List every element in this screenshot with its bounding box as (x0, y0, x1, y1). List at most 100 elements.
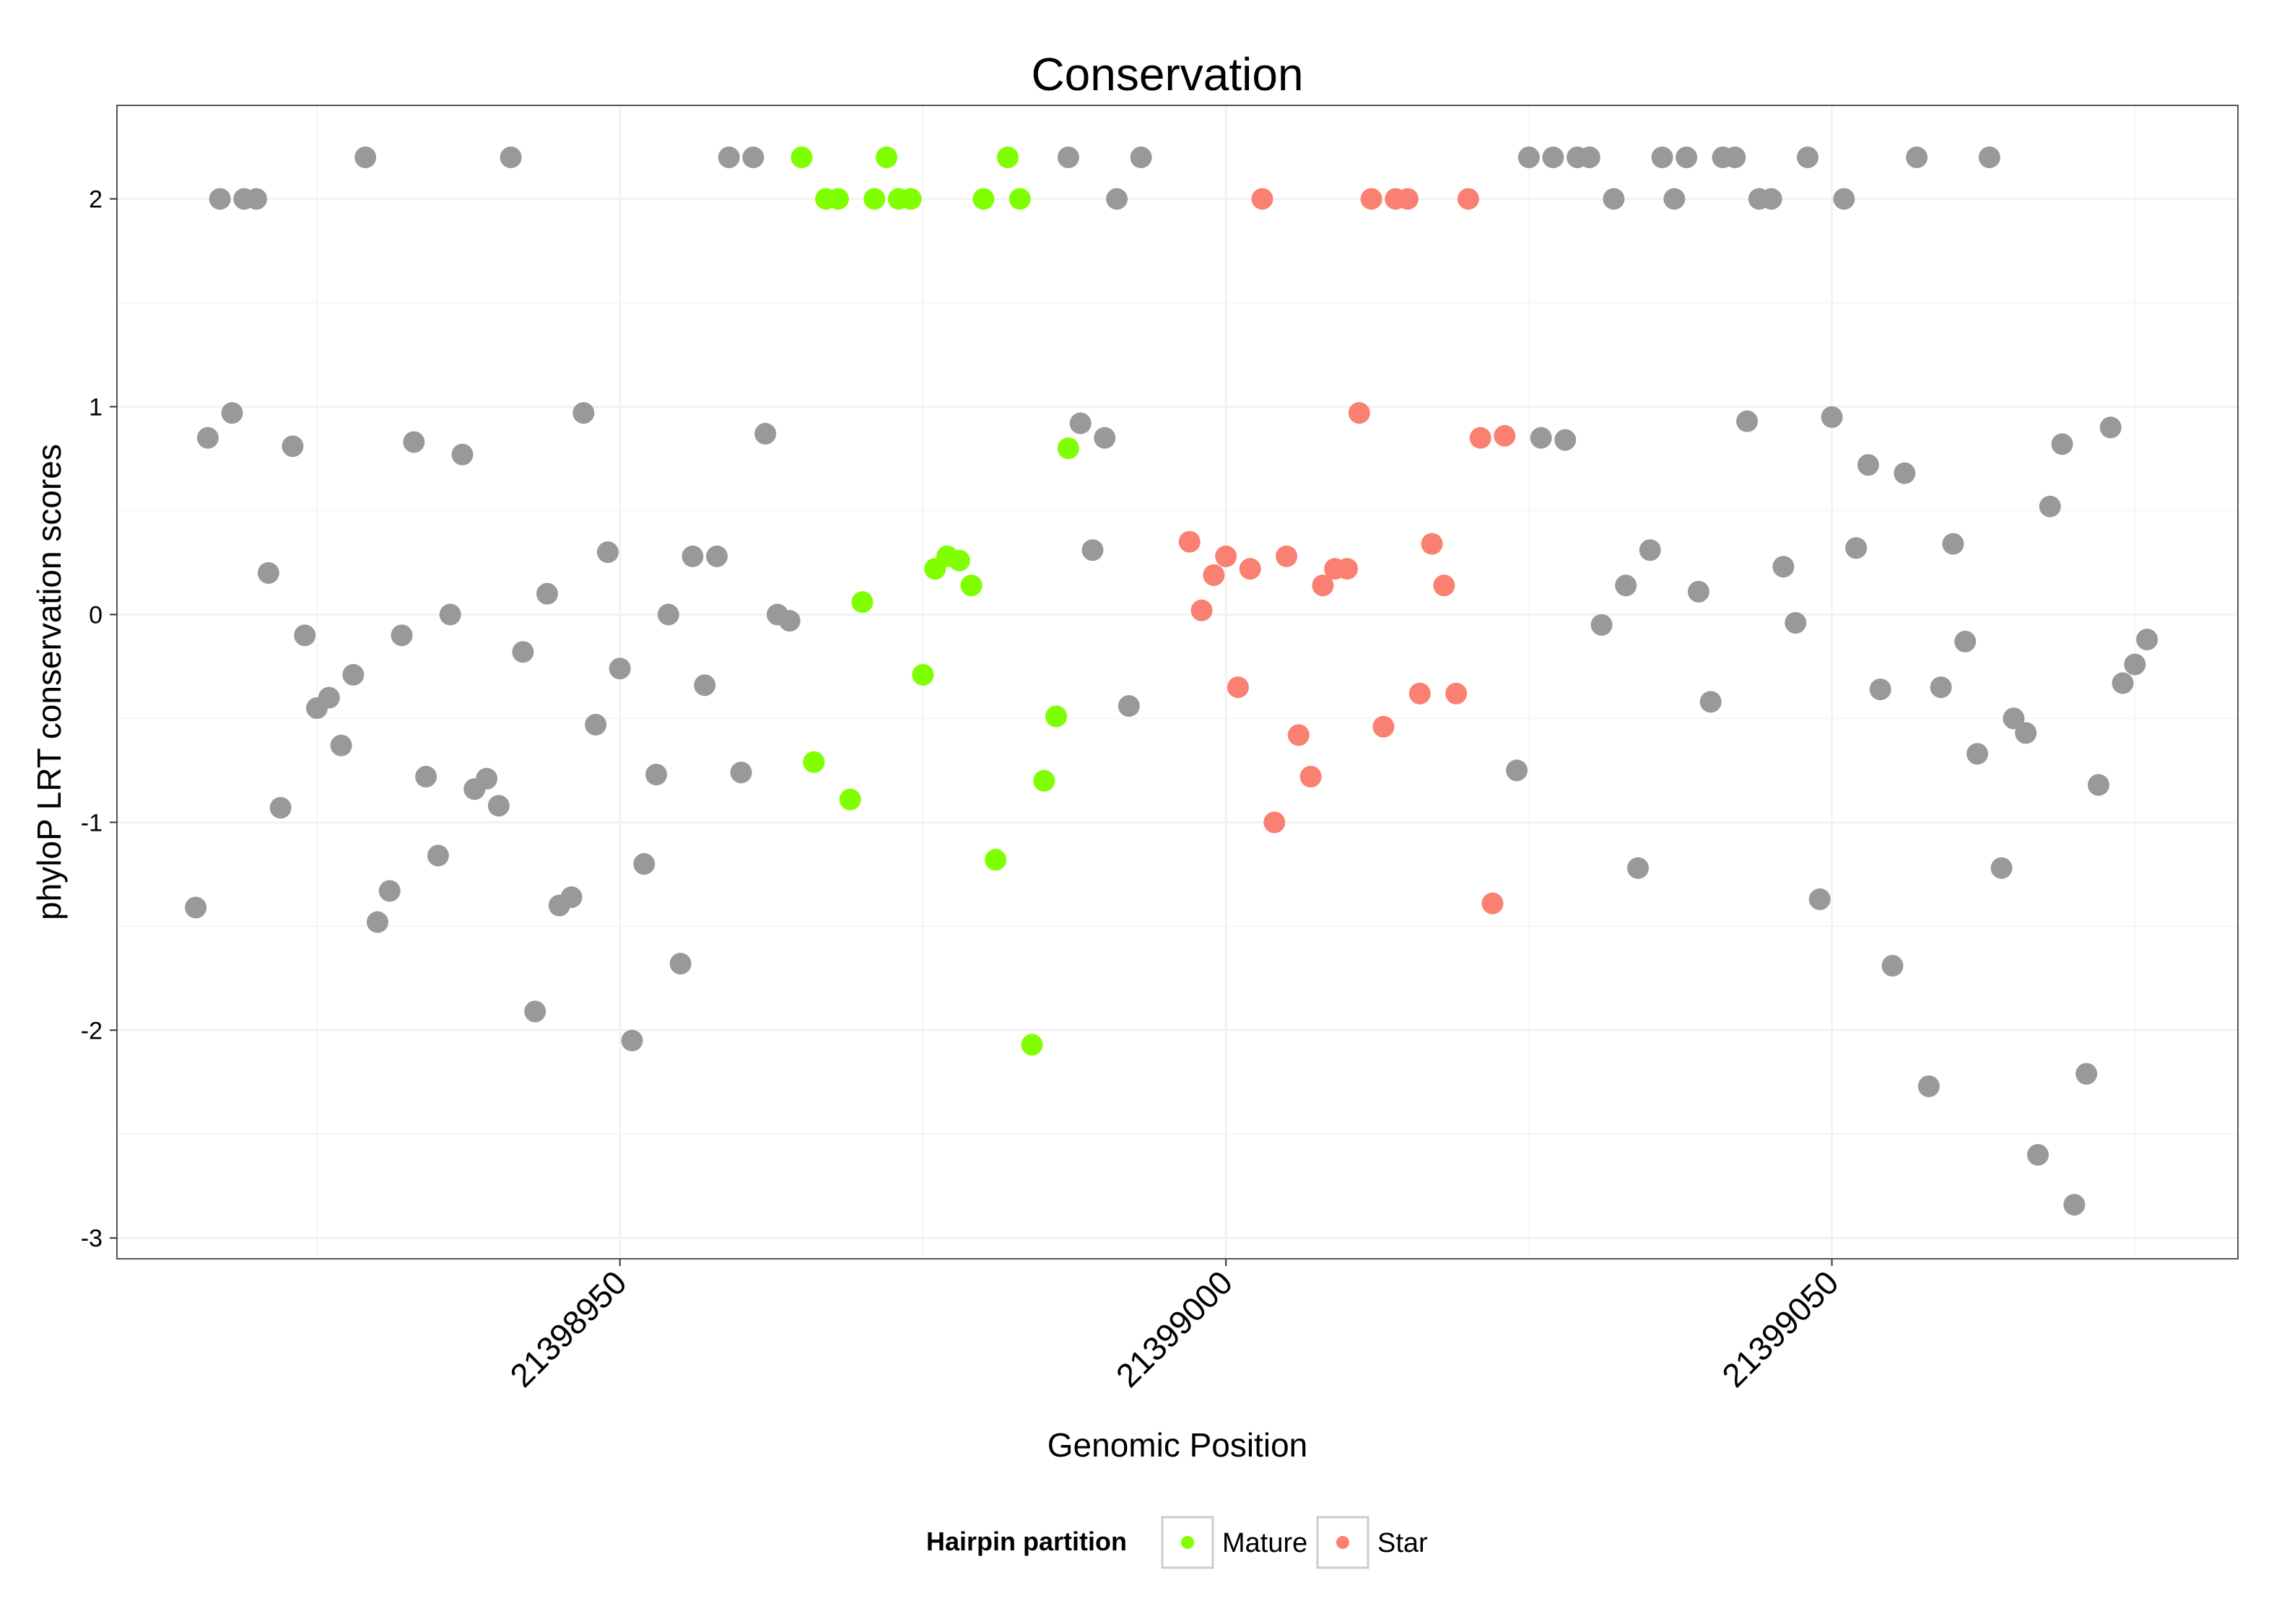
data-point-mature (876, 146, 898, 168)
legend-symbol-star (1336, 1536, 1349, 1549)
data-point-other (185, 896, 207, 919)
data-point-mature (1057, 437, 1079, 460)
data-point-other (657, 603, 679, 626)
data-point-mature (972, 188, 995, 210)
y-axis-title: phyloP LRT conservation scores (30, 444, 68, 920)
data-point-other (742, 146, 764, 168)
data-point-other (196, 427, 219, 449)
data-point-star (1227, 676, 1249, 699)
panel-border (116, 105, 2239, 1260)
y-tick-label: 2 (89, 186, 103, 214)
data-point-star (1360, 188, 1382, 210)
data-point-other (524, 1000, 546, 1023)
data-point-mature (803, 751, 825, 773)
data-points (185, 146, 2158, 1216)
data-point-mature (851, 591, 874, 614)
legend: Hairpin partition Mature Star (926, 1516, 1428, 1569)
data-point-star (1312, 575, 1334, 597)
data-point-mature (912, 663, 934, 686)
data-point-other (500, 146, 522, 168)
data-point-other (257, 562, 279, 584)
data-point-other (330, 734, 352, 756)
data-point-other (718, 146, 740, 168)
data-point-other (560, 886, 583, 909)
data-point-other (1106, 188, 1128, 210)
data-point-other (1676, 146, 1698, 168)
data-point-mature (899, 188, 922, 210)
legend-symbol-mature (1181, 1536, 1194, 1549)
x-tick-label: 21399050 (1715, 1263, 1845, 1394)
data-point-other (2026, 1144, 2049, 1166)
data-point-star (1372, 715, 1395, 738)
data-point-star (1299, 766, 1322, 788)
data-point-other (1857, 454, 1879, 476)
data-point-mature (1033, 769, 1055, 792)
data-point-other (694, 674, 716, 697)
data-point-other (1069, 412, 1092, 435)
data-point-other (1785, 611, 1807, 634)
data-point-other (318, 686, 340, 709)
data-point-star (1239, 558, 1261, 580)
legend-item-star: Star (1316, 1516, 1428, 1569)
data-point-other (1081, 539, 1104, 562)
data-point-other (282, 435, 304, 458)
legend-label-star: Star (1377, 1528, 1428, 1558)
data-point-other (1687, 580, 1709, 603)
data-point-star (1421, 533, 1443, 555)
data-point-other (1966, 743, 1989, 765)
data-point-other (487, 795, 510, 817)
data-point-other (536, 582, 558, 605)
x-tick-label: 21398950 (502, 1263, 633, 1394)
data-point-other (403, 431, 425, 453)
data-point-other (221, 402, 243, 424)
data-point-other (778, 610, 801, 632)
y-tick-label: -1 (81, 809, 103, 837)
data-point-star (1457, 188, 1479, 210)
data-point-other (730, 761, 752, 784)
data-point-other (621, 1029, 643, 1052)
data-point-other (1797, 146, 1819, 168)
data-point-other (669, 953, 692, 975)
data-point-star (1190, 599, 1213, 621)
y-tick-label: -2 (81, 1017, 103, 1044)
legend-label-mature: Mature (1222, 1528, 1307, 1558)
y-axis: -3 -2 -1 0 1 2 (81, 186, 117, 1252)
data-point-other (1663, 188, 1686, 210)
x-axis-title: Genomic Position (1047, 1426, 1308, 1464)
y-tick-label: 0 (89, 601, 103, 629)
data-point-other (1615, 575, 1637, 597)
data-point-other (2039, 495, 2061, 518)
data-point-mature (996, 146, 1019, 168)
data-point-other (609, 658, 631, 680)
data-point-other (2112, 672, 2134, 694)
data-point-other (1942, 533, 1964, 555)
data-point-other (512, 641, 534, 663)
data-point-other (1894, 462, 1916, 484)
data-point-other (342, 663, 365, 686)
data-point-mature (1021, 1034, 1043, 1056)
data-point-other (1639, 539, 1661, 562)
legend-title: Hairpin partition (926, 1527, 1127, 1556)
data-point-star (1481, 892, 1504, 914)
data-point-other (476, 767, 498, 790)
plot-panel (116, 105, 2239, 1260)
data-point-other (427, 844, 449, 867)
data-point-star (1396, 188, 1419, 210)
data-point-other (1118, 695, 1140, 717)
data-point-other (294, 624, 316, 647)
data-point-other (1772, 556, 1795, 578)
data-point-star (1408, 682, 1431, 704)
data-point-other (1578, 146, 1600, 168)
data-point-other (1724, 146, 1746, 168)
data-point-other (681, 545, 704, 567)
data-point-other (2075, 1062, 2098, 1085)
data-point-other (2003, 707, 2025, 730)
data-point-other (2136, 628, 2158, 650)
data-point-star (1203, 564, 1225, 586)
data-point-other (269, 797, 292, 819)
data-point-other (1626, 857, 1649, 879)
data-point-other (1978, 146, 2000, 168)
data-point-other (391, 624, 413, 647)
chart-title: Conservation (1031, 48, 1303, 100)
data-point-other (754, 422, 777, 445)
